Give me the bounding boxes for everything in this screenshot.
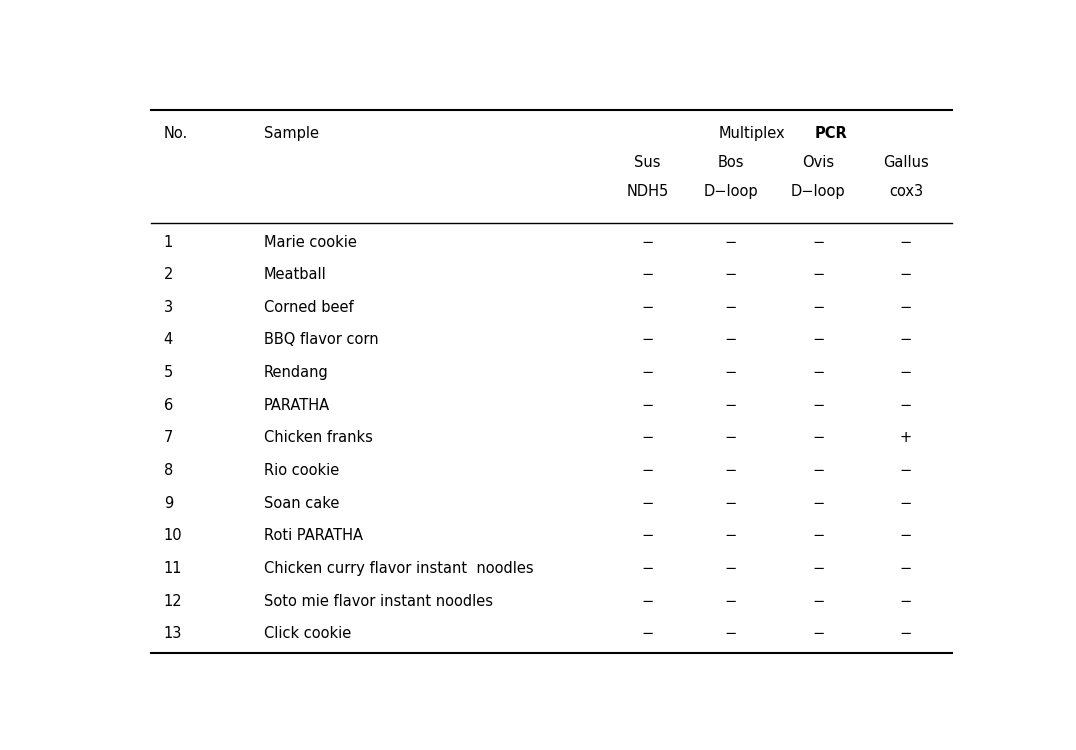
Text: 9: 9 xyxy=(164,496,173,511)
Text: −: − xyxy=(641,463,653,478)
Text: −: − xyxy=(900,463,912,478)
Text: D−loop: D−loop xyxy=(791,184,846,199)
Text: −: − xyxy=(724,235,737,250)
Text: BBQ flavor corn: BBQ flavor corn xyxy=(264,332,379,347)
Text: −: − xyxy=(724,496,737,511)
Text: −: − xyxy=(641,267,653,282)
Text: 11: 11 xyxy=(164,561,182,576)
Text: +: + xyxy=(900,430,912,445)
Text: −: − xyxy=(812,626,824,641)
Text: Bos: Bos xyxy=(718,154,744,170)
Text: 6: 6 xyxy=(164,398,173,412)
Text: Meatball: Meatball xyxy=(264,267,326,282)
Text: Corned beef: Corned beef xyxy=(264,300,353,315)
Text: −: − xyxy=(724,365,737,380)
Text: −: − xyxy=(900,267,912,282)
Text: Chicken franks: Chicken franks xyxy=(264,430,372,445)
Text: −: − xyxy=(900,300,912,315)
Text: −: − xyxy=(641,561,653,576)
Text: −: − xyxy=(812,398,824,412)
Text: Rendang: Rendang xyxy=(264,365,328,380)
Text: −: − xyxy=(900,594,912,609)
Text: −: − xyxy=(900,561,912,576)
Text: −: − xyxy=(724,430,737,445)
Text: Multiplex: Multiplex xyxy=(718,126,784,141)
Text: 7: 7 xyxy=(164,430,173,445)
Text: 3: 3 xyxy=(164,300,173,315)
Text: −: − xyxy=(812,529,824,544)
Text: 10: 10 xyxy=(164,529,182,544)
Text: Marie cookie: Marie cookie xyxy=(264,235,356,250)
Text: Chicken curry flavor instant  noodles: Chicken curry flavor instant noodles xyxy=(264,561,534,576)
Text: NDH5: NDH5 xyxy=(626,184,668,199)
Text: 1: 1 xyxy=(164,235,173,250)
Text: −: − xyxy=(900,529,912,544)
Text: −: − xyxy=(812,561,824,576)
Text: −: − xyxy=(641,365,653,380)
Text: 5: 5 xyxy=(164,365,173,380)
Text: 2: 2 xyxy=(164,267,173,282)
Text: Ovis: Ovis xyxy=(803,154,834,170)
Text: −: − xyxy=(900,235,912,250)
Text: −: − xyxy=(724,626,737,641)
Text: 13: 13 xyxy=(164,626,182,641)
Text: −: − xyxy=(812,332,824,347)
Text: −: − xyxy=(900,496,912,511)
Text: −: − xyxy=(641,332,653,347)
Text: −: − xyxy=(812,235,824,250)
Text: −: − xyxy=(724,594,737,609)
Text: Sus: Sus xyxy=(634,154,661,170)
Text: Soan cake: Soan cake xyxy=(264,496,339,511)
Text: cox3: cox3 xyxy=(889,184,923,199)
Text: −: − xyxy=(641,430,653,445)
Text: Roti PARATHA: Roti PARATHA xyxy=(264,529,363,544)
Text: −: − xyxy=(724,398,737,412)
Text: −: − xyxy=(812,365,824,380)
Text: D−loop: D−loop xyxy=(704,184,759,199)
Text: −: − xyxy=(724,300,737,315)
Text: −: − xyxy=(641,594,653,609)
Text: −: − xyxy=(641,235,653,250)
Text: −: − xyxy=(724,267,737,282)
Text: −: − xyxy=(812,300,824,315)
Text: −: − xyxy=(900,365,912,380)
Text: −: − xyxy=(724,332,737,347)
Text: PARATHA: PARATHA xyxy=(264,398,330,412)
Text: −: − xyxy=(812,463,824,478)
Text: −: − xyxy=(724,463,737,478)
Text: −: − xyxy=(724,561,737,576)
Text: −: − xyxy=(812,496,824,511)
Text: PCR: PCR xyxy=(815,126,847,141)
Text: −: − xyxy=(641,496,653,511)
Text: No.: No. xyxy=(164,126,188,141)
Text: Rio cookie: Rio cookie xyxy=(264,463,339,478)
Text: −: − xyxy=(641,626,653,641)
Text: −: − xyxy=(641,398,653,412)
Text: −: − xyxy=(900,332,912,347)
Text: −: − xyxy=(900,398,912,412)
Text: −: − xyxy=(812,430,824,445)
Text: −: − xyxy=(641,529,653,544)
Text: −: − xyxy=(641,300,653,315)
Text: −: − xyxy=(724,529,737,544)
Text: Sample: Sample xyxy=(264,126,318,141)
Text: 4: 4 xyxy=(164,332,173,347)
Text: Soto mie flavor instant noodles: Soto mie flavor instant noodles xyxy=(264,594,493,609)
Text: Gallus: Gallus xyxy=(883,154,929,170)
Text: −: − xyxy=(812,267,824,282)
Text: 8: 8 xyxy=(164,463,173,478)
Text: −: − xyxy=(900,626,912,641)
Text: −: − xyxy=(812,594,824,609)
Text: Click cookie: Click cookie xyxy=(264,626,351,641)
Text: 12: 12 xyxy=(164,594,182,609)
